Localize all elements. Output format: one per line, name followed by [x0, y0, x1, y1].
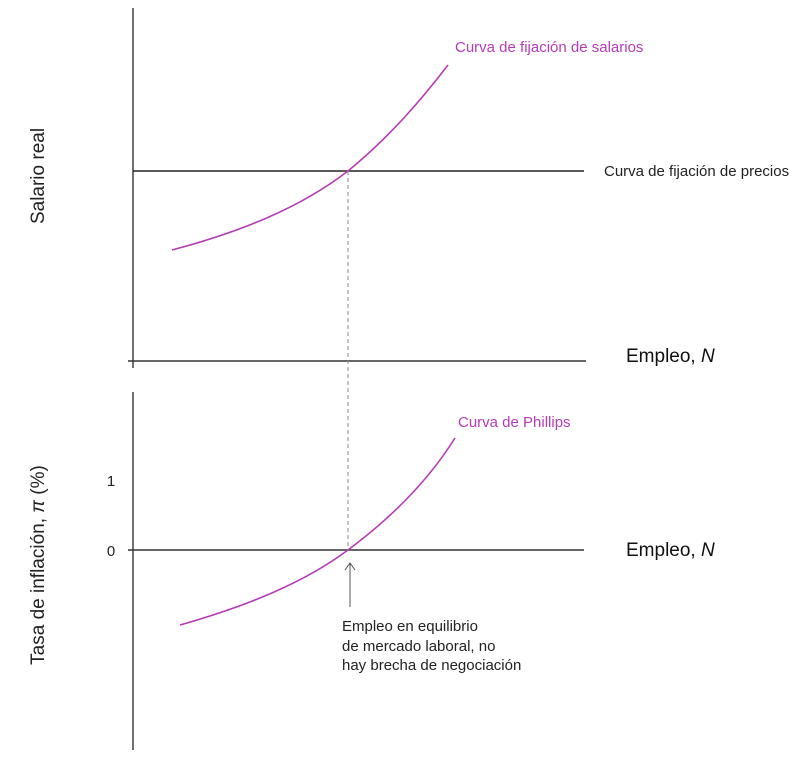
equilibrium-annotation: Empleo en equilibrio de mercado laboral,… [342, 618, 521, 674]
phillips-curve-label: Curva de Phillips [458, 414, 571, 431]
bottom-y-axis-label: Tasa de inflación, π (%) [28, 465, 49, 665]
tick-label-1: 1 [107, 473, 115, 490]
bottom-x-axis-label: Empleo, N [626, 540, 715, 561]
bottom-x-axis-label-var: N [701, 540, 715, 561]
annotation-arrow [344, 562, 356, 607]
bottom-y-axis-label-unit: (%) [28, 465, 49, 500]
price-curve-label: Curva de fijación de precios [604, 163, 789, 180]
top-y-axis-label: Salario real [28, 128, 49, 224]
bottom-y-axis-label-var: π [28, 499, 49, 513]
bottom-y-axis-label-text: Tasa de inflación, [28, 513, 49, 665]
annotation-line-3: hay brecha de negociación [342, 657, 521, 674]
top-x-axis-label-text: Empleo, [626, 346, 701, 367]
bottom-x-axis-label-text: Empleo, [626, 540, 701, 561]
annotation-line-2: de mercado laboral, no [342, 638, 495, 655]
top-x-axis-label-var: N [701, 346, 715, 367]
arrow-head [344, 562, 356, 571]
wage-setting-curve [171, 64, 449, 251]
tick-label-0: 0 [107, 543, 115, 560]
phillips-curve [179, 437, 456, 626]
bottom-panel: 1 0 Curva de Phillips Tasa de inflación,… [28, 392, 715, 750]
top-x-axis-label: Empleo, N [626, 346, 715, 367]
top-panel: Curva de fijación de salarios Curva de f… [28, 8, 789, 368]
annotation-line-1: Empleo en equilibrio [342, 618, 478, 635]
wage-curve-label: Curva de fijación de salarios [455, 39, 643, 56]
